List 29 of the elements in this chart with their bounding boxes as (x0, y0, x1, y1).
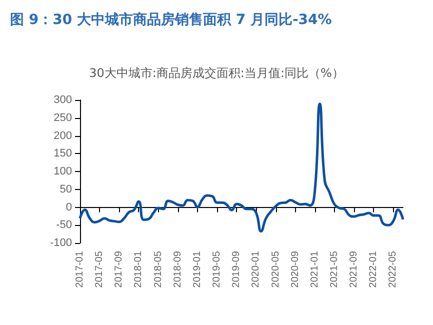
y-tick-label: 0 (66, 201, 72, 214)
x-tick-label: 2020-09 (290, 250, 301, 288)
x-tick-label: 2021-05 (328, 250, 340, 288)
x-tick-label: 2018-09 (172, 250, 184, 288)
y-tick-label: 250 (54, 112, 72, 124)
y-tick-label: 50 (60, 183, 72, 196)
x-tick-label: 2019-01 (192, 250, 203, 288)
y-tick-label: 300 (54, 94, 72, 106)
x-tick-label: 2017-09 (114, 250, 125, 288)
x-tick-label: 2022-05 (388, 250, 399, 288)
y-tick-label: -100 (50, 237, 72, 249)
x-tick-label: 2021-01 (309, 250, 320, 288)
y-tick-label: 100 (54, 166, 72, 178)
line-series (78, 102, 404, 232)
x-tick-label: 2019-09 (231, 250, 242, 288)
x-tick-label: 2017-05 (94, 250, 106, 288)
y-tick-label: 150 (54, 148, 72, 160)
chart-subtitle: 30大中城市:商品房成交面积:当月值:同比（%） (89, 66, 344, 80)
x-tick-label: 2022-01 (368, 250, 380, 288)
x-tick-label: 2021-09 (348, 250, 360, 288)
x-tick-label: 2019-05 (212, 250, 223, 288)
y-tick-label: 200 (54, 130, 72, 142)
x-tick-label: 2018-05 (152, 250, 164, 288)
y-tick-label: -50 (56, 219, 72, 232)
x-tick-label: 2020-05 (270, 250, 282, 288)
x-tick-label: 2017-01 (74, 250, 86, 288)
chart-title: 图 9：30 大中城市商品房销售面积 7 月同比-34% (10, 11, 332, 28)
x-tick-label: 2018-01 (133, 250, 144, 288)
x-tick-label: 2020-01 (250, 250, 262, 288)
